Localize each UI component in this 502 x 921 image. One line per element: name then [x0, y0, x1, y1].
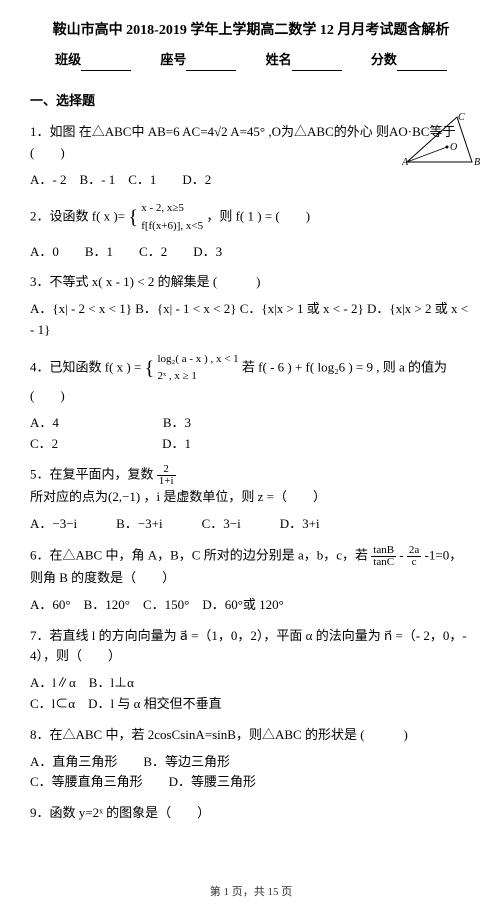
q6-prefix: 6．在△ABC 中，角 A，B，C 所对的边分别是 a，b，c，若: [30, 547, 368, 562]
q2-prefix: 2．设函数 f( x )=: [30, 209, 125, 224]
question-6: 6．在△ABC 中，角 A，B，C 所对的边分别是 a，b，c，若 tanB t…: [30, 545, 472, 589]
q2-options: A．0 B．1 C．2 D．3: [30, 242, 472, 263]
question-8: 8．在△ABC 中，若 2cosCsinA=sinB，则△ABC 的形状是 ( …: [30, 725, 472, 746]
seat-blank[interactable]: [186, 56, 236, 71]
header-row: 班级 座号 姓名 分数: [30, 50, 472, 71]
q1-text: 1．如图 在△ABC中 AB=6 AC=4√2 A=45° ,O为△ABC的外心…: [30, 124, 455, 160]
name-blank[interactable]: [292, 56, 342, 71]
question-9: 9．函数 y=2ˣ 的图象是（ ）: [30, 803, 472, 824]
q5-prefix: 5．在复平面内，复数: [30, 467, 154, 482]
brace-icon: {: [145, 357, 155, 379]
q6-options: A．60° B．120° C．150° D．60°或 120°: [30, 595, 472, 616]
question-7: 7．若直线 l 的方向向量为 a⃗ =（1，0，2），平面 α 的法向量为 n⃗…: [30, 626, 472, 668]
question-4: 4．已知函数 f( x ) = { log₂( a - x ) , x < 1 …: [30, 351, 472, 407]
tri-O: O: [450, 142, 457, 153]
q6-frac1: tanB tanC: [371, 545, 396, 568]
q5-suffix: 所对应的点为(2,−1) ，i 是虚数单位，则 z =（ ）: [30, 489, 326, 504]
q4-prefix: 4．已知函数 f( x ) =: [30, 359, 141, 374]
q6-f2d: c: [407, 557, 421, 568]
q4-cases: log₂( a - x ) , x < 1 2ˣ , x ≥ 1: [157, 351, 238, 386]
q4-options: A．4 B．3 C．2 D．1: [30, 413, 472, 455]
brace-icon: {: [128, 207, 138, 229]
q6-f1d: tanC: [371, 557, 396, 568]
question-1: 1．如图 在△ABC中 AB=6 AC=4√2 A=45° ,O为△ABC的外心…: [30, 122, 472, 164]
q4-case2: 2ˣ , x ≥ 1: [157, 368, 238, 386]
class-label: 班级: [55, 52, 81, 67]
q8-options: A．直角三角形 B．等边三角形 C．等腰直角三角形 D．等腰三角形: [30, 752, 472, 794]
page-title: 鞍山市高中 2018-2019 学年上学期高二数学 12 月月考试题含解析: [30, 20, 472, 42]
q5-options: A．−3−i B．−3+i C．3−i D．3+i: [30, 514, 472, 535]
score-blank[interactable]: [397, 56, 447, 71]
q4-case1: log₂( a - x ) , x < 1: [157, 351, 238, 369]
page-footer: 第 1 页，共 15 页: [30, 884, 472, 902]
q6-frac2: 2a c: [407, 545, 421, 568]
q2-cases: x - 2, x≥5 f[f(x+6)], x<5: [141, 200, 203, 235]
question-5: 5．在复平面内，复数 2 1+i 所对应的点为(2,−1) ，i 是虚数单位，则…: [30, 464, 472, 508]
q3-options: A．{x| - 2 < x < 1} B．{x| - 1 < x < 2} C．…: [30, 299, 472, 341]
question-3: 3．不等式 x( x - 1) < 2 的解集是 ( ): [30, 272, 472, 293]
name-label: 姓名: [266, 52, 292, 67]
tri-C: C: [458, 112, 465, 123]
q1-options: A．- 2 B．- 1 C．1 D．2: [30, 170, 472, 191]
seat-label: 座号: [160, 52, 186, 67]
question-2: 2．设函数 f( x )= { x - 2, x≥5 f[f(x+6)], x<…: [30, 200, 472, 235]
tri-B: B: [474, 157, 480, 167]
q2-case2: f[f(x+6)], x<5: [141, 218, 203, 236]
section-1-heading: 一、选择题: [30, 91, 472, 112]
triangle-icon: A B C O: [402, 112, 482, 167]
q2-suffix: ，则 f( 1 ) = ( ): [206, 209, 310, 224]
q2-case1: x - 2, x≥5: [141, 200, 203, 218]
q5-fraction: 2 1+i: [157, 464, 176, 487]
class-blank[interactable]: [81, 56, 131, 71]
score-label: 分数: [371, 52, 397, 67]
q5-frac-d: 1+i: [157, 476, 176, 487]
